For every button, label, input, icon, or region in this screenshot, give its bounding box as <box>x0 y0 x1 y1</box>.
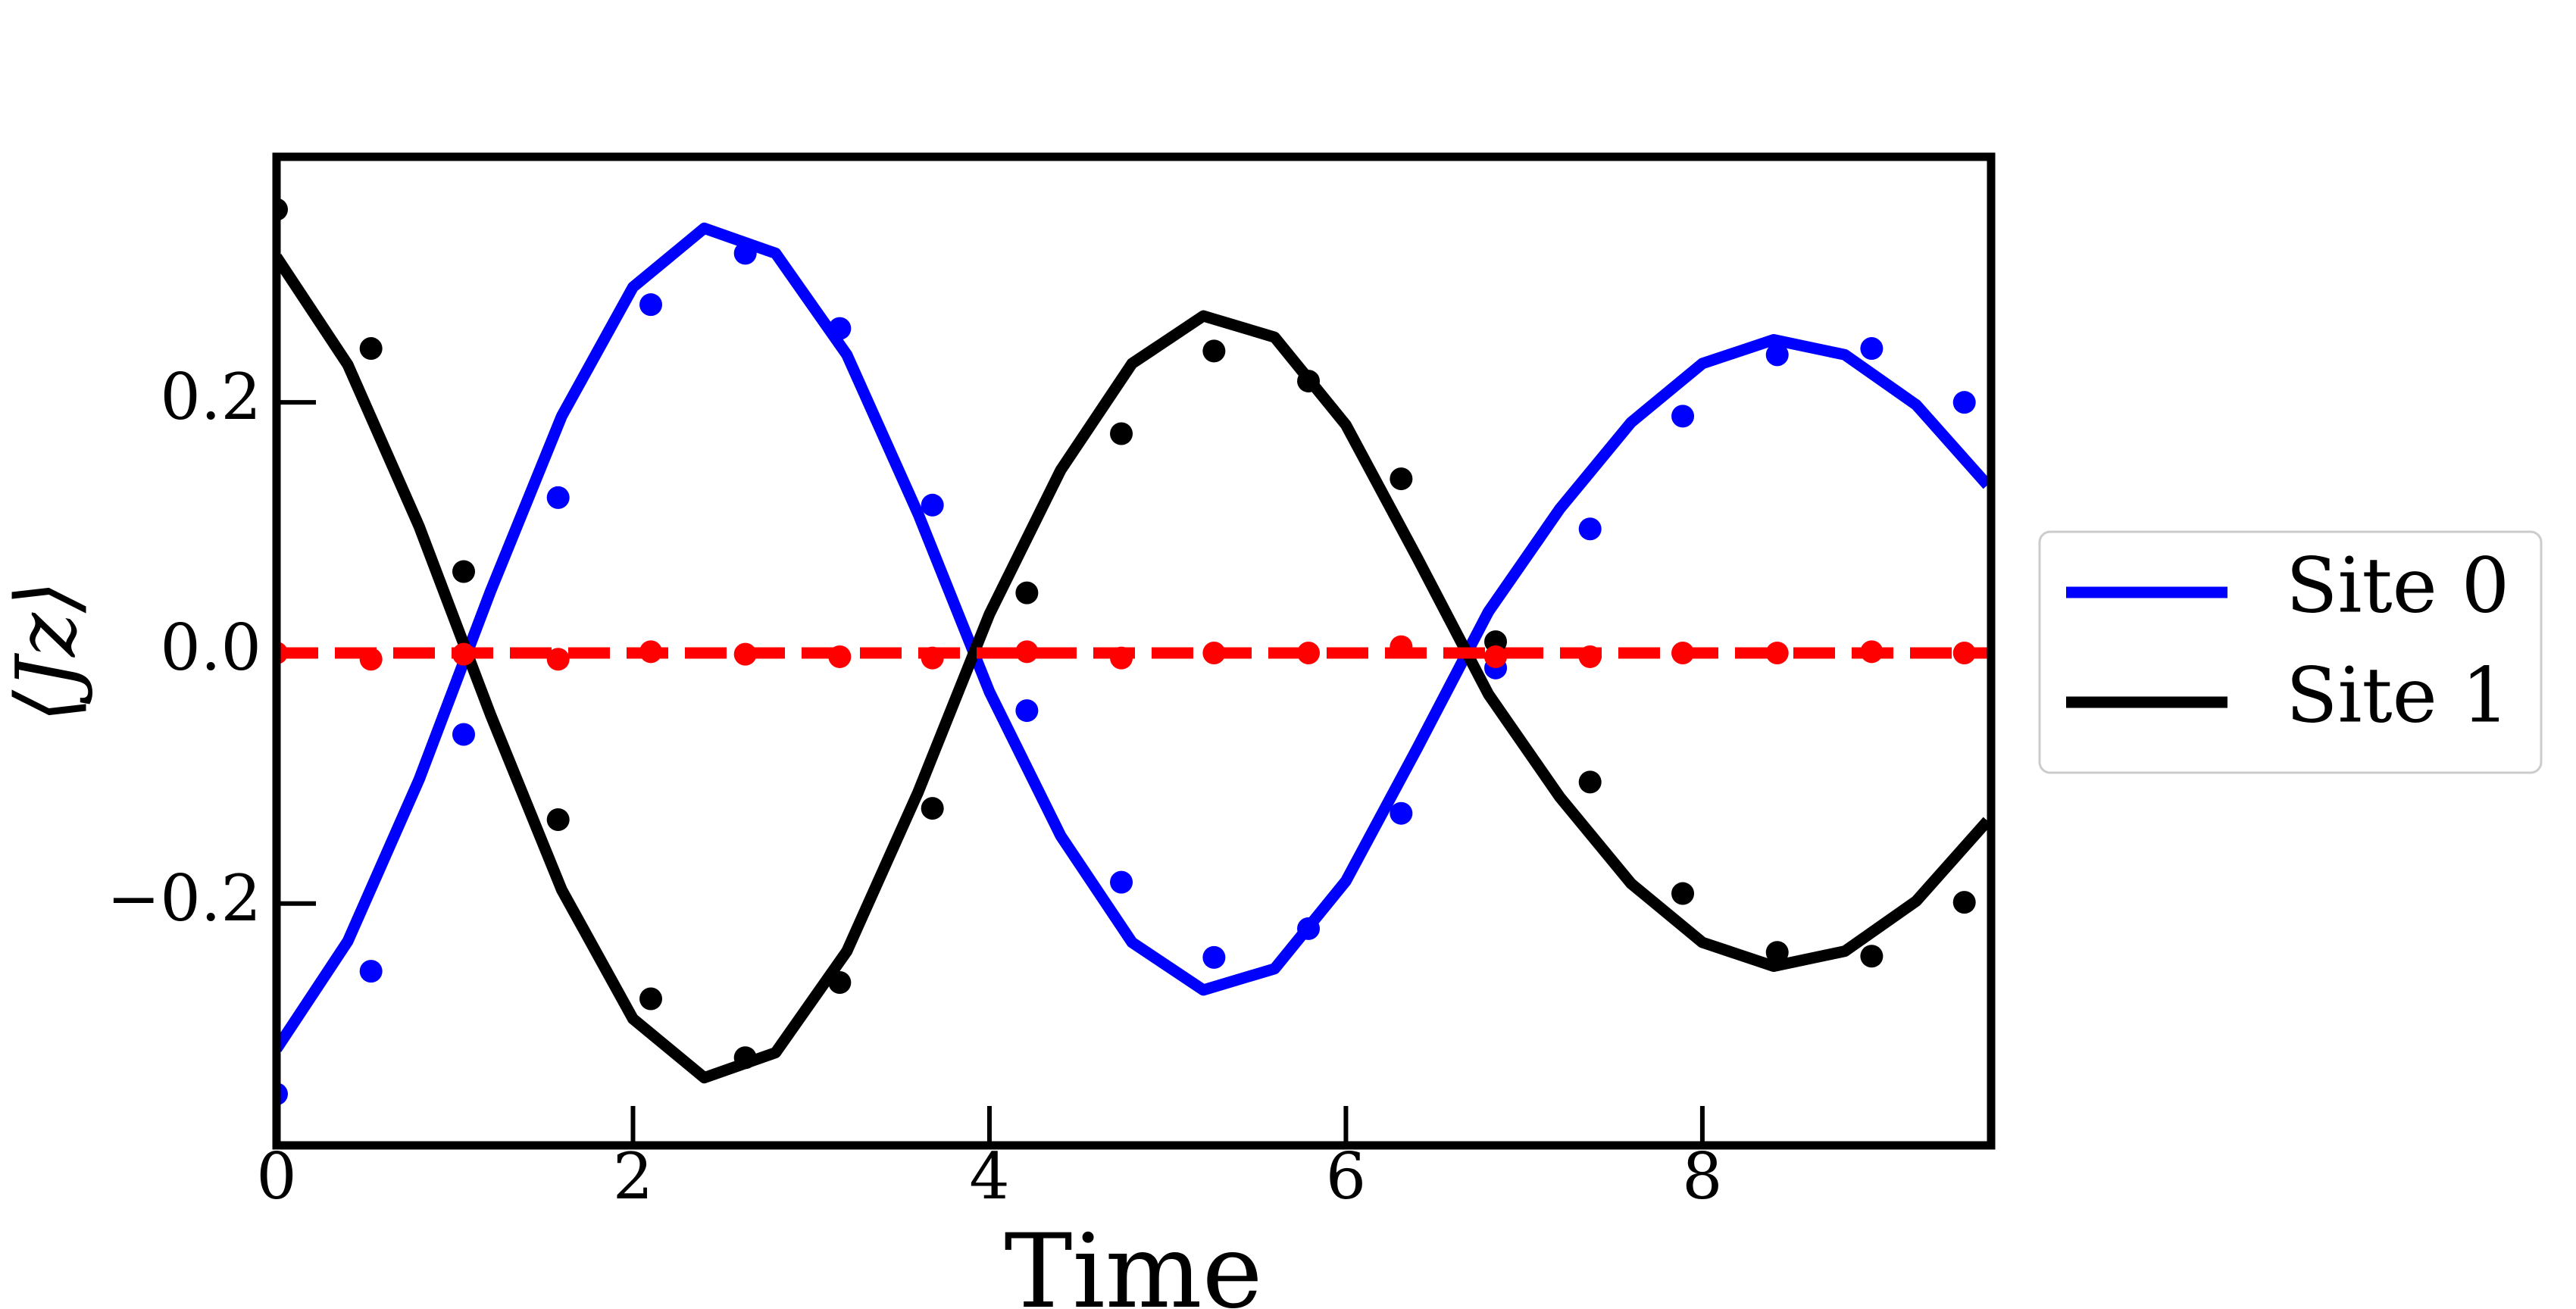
data-point <box>359 960 383 983</box>
series-line <box>277 222 1991 1052</box>
data-point <box>1390 635 1413 658</box>
data-point <box>1202 339 1226 363</box>
data-point <box>546 486 570 509</box>
data-point <box>639 293 663 317</box>
data-point <box>546 808 570 831</box>
data-point <box>1297 917 1321 940</box>
data-point <box>1671 405 1695 428</box>
data-point <box>1015 640 1039 664</box>
data-point <box>639 987 663 1011</box>
data-point <box>1578 645 1602 668</box>
data-point <box>921 493 944 517</box>
data-point <box>1952 891 1976 914</box>
data-point <box>1202 641 1226 664</box>
data-point <box>1578 770 1602 794</box>
x-tick-label: 0 <box>256 1139 296 1214</box>
x-axis-label: Time <box>1004 1212 1262 1309</box>
data-point <box>828 970 852 994</box>
data-point <box>546 648 570 671</box>
data-point <box>359 337 383 361</box>
data-point <box>921 646 944 670</box>
data-point <box>1390 467 1413 491</box>
data-point <box>1297 370 1321 393</box>
data-point <box>359 648 383 671</box>
x-tick-label: 2 <box>613 1139 653 1214</box>
data-point <box>828 317 852 340</box>
data-point <box>1765 641 1789 664</box>
data-point <box>639 640 663 664</box>
data-point <box>452 723 476 746</box>
data-point <box>1202 945 1226 969</box>
data-point <box>733 242 757 265</box>
data-point <box>452 560 476 583</box>
data-point <box>1110 870 1133 894</box>
data-point <box>1860 640 1884 664</box>
data-point <box>733 642 757 666</box>
series-line <box>277 254 1991 1084</box>
data-point <box>1578 517 1602 541</box>
data-point <box>733 1046 757 1070</box>
y-tick-label: −0.2 <box>107 861 261 936</box>
plot-frame <box>272 152 1996 1150</box>
data-point <box>1484 645 1508 668</box>
data-point <box>1110 422 1133 445</box>
data-point <box>1671 882 1695 905</box>
y-tick-label: 0.2 <box>160 360 261 434</box>
data-point <box>1015 581 1039 605</box>
data-point <box>1860 945 1884 968</box>
data-point <box>1015 699 1039 723</box>
data-point <box>452 642 476 666</box>
data-point <box>1390 801 1413 825</box>
data-point <box>828 645 852 668</box>
data-point <box>1952 641 1976 664</box>
y-tick-label: 0.0 <box>160 611 261 685</box>
y-axis-label: ⟨Jz⟩ <box>0 580 95 723</box>
x-tick-label: 6 <box>1326 1139 1366 1214</box>
data-point <box>1860 337 1884 361</box>
data-point <box>1765 343 1789 367</box>
x-tick-label: 8 <box>1682 1139 1722 1214</box>
data-point <box>1765 941 1789 964</box>
data-point <box>1671 641 1695 664</box>
data-point <box>1297 641 1321 664</box>
legend-label: Site 1 <box>2286 651 2509 740</box>
data-point <box>1110 646 1133 670</box>
x-tick-label: 4 <box>969 1139 1009 1214</box>
data-point <box>1952 391 1976 414</box>
legend-label: Site 0 <box>2286 542 2509 630</box>
data-point <box>921 797 944 820</box>
